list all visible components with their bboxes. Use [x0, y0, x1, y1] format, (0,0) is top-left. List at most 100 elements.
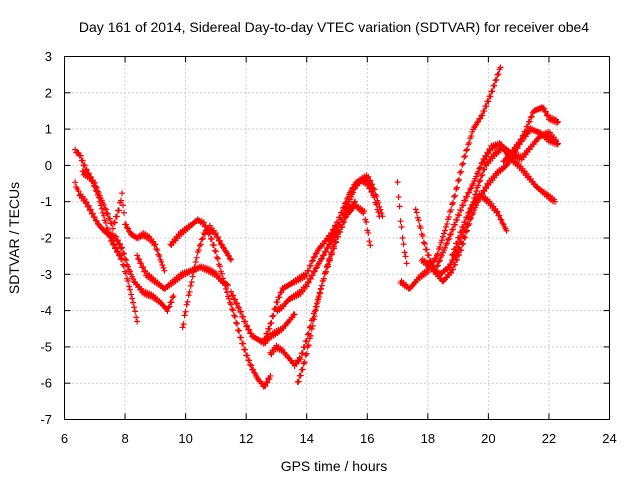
data-point	[305, 342, 312, 349]
data-point	[110, 240, 117, 247]
data-point	[266, 376, 273, 383]
data-point	[229, 306, 236, 313]
data-point	[113, 213, 120, 220]
data-point	[226, 253, 233, 260]
x-tick-label: 24	[602, 431, 616, 446]
data-point	[169, 294, 176, 301]
data-point	[200, 219, 207, 226]
data-point	[151, 242, 158, 249]
data-point	[479, 112, 486, 119]
plot-frame	[64, 56, 610, 420]
data-point	[326, 241, 333, 248]
data-point	[462, 197, 469, 204]
data-point	[104, 211, 111, 218]
data-point	[127, 286, 134, 293]
x-tick-label: 6	[61, 431, 68, 446]
data-point	[540, 105, 547, 112]
data-point	[450, 199, 457, 206]
data-point	[184, 298, 191, 305]
data-point	[305, 267, 312, 274]
data-point	[72, 179, 79, 186]
data-point	[555, 118, 562, 125]
data-point	[85, 202, 92, 209]
data-point	[312, 250, 319, 257]
data-point	[503, 162, 510, 169]
data-point	[242, 346, 249, 353]
data-point	[477, 164, 484, 171]
data-point	[450, 266, 457, 273]
data-point	[311, 313, 318, 320]
data-point	[446, 235, 453, 242]
data-point	[454, 240, 461, 247]
data-point	[134, 318, 141, 325]
data-point	[317, 256, 324, 263]
data-point	[303, 272, 310, 279]
data-point	[444, 240, 451, 247]
data-point	[361, 208, 368, 215]
data-series	[134, 252, 231, 292]
data-point	[112, 233, 119, 240]
data-point	[164, 308, 171, 315]
data-point	[481, 156, 488, 163]
data-point	[476, 165, 483, 172]
data-point	[397, 218, 404, 225]
data-point	[240, 340, 247, 347]
data-point	[160, 264, 167, 271]
data-point	[350, 189, 357, 196]
data-point	[342, 207, 349, 214]
data-point	[436, 244, 443, 251]
data-point	[452, 261, 459, 268]
data-point	[378, 210, 385, 217]
data-point	[122, 255, 129, 262]
data-point	[92, 183, 99, 190]
data-point	[436, 257, 443, 264]
data-point	[168, 298, 175, 305]
data-point	[289, 314, 296, 321]
data-point	[325, 241, 332, 248]
data-point	[100, 201, 107, 208]
data-point	[140, 263, 147, 270]
data-point	[230, 307, 237, 314]
x-tick-label: 8	[121, 431, 128, 446]
data-point	[526, 118, 533, 125]
data-series	[79, 168, 168, 274]
data-point	[370, 185, 377, 192]
data-point	[303, 338, 310, 345]
data-point	[451, 193, 458, 200]
data-point	[236, 304, 243, 311]
data-point	[313, 303, 320, 310]
data-point	[481, 188, 488, 195]
data-point	[419, 232, 426, 239]
data-point	[244, 352, 251, 359]
data-point	[476, 178, 483, 185]
data-point	[109, 225, 116, 232]
data-point	[101, 205, 108, 212]
data-point	[485, 150, 492, 157]
data-point	[364, 174, 371, 181]
data-point	[232, 313, 239, 320]
data-point	[267, 372, 274, 379]
data-point	[483, 103, 490, 110]
data-series	[167, 216, 274, 390]
data-point	[75, 188, 82, 195]
data-point	[396, 203, 403, 210]
data-point	[158, 258, 165, 265]
data-point	[493, 209, 500, 216]
data-point	[246, 357, 253, 364]
data-point	[337, 228, 344, 235]
data-point	[331, 229, 338, 236]
data-point	[528, 113, 535, 120]
data-point	[100, 212, 107, 219]
data-point	[345, 201, 352, 208]
data-point	[117, 251, 124, 258]
data-point	[484, 149, 491, 156]
data-point	[199, 235, 206, 242]
data-point	[106, 215, 113, 222]
data-point	[89, 210, 96, 217]
data-point	[448, 231, 455, 238]
data-series	[228, 288, 298, 347]
data-point	[452, 192, 459, 199]
data-point	[373, 193, 380, 200]
data-point	[121, 209, 128, 216]
